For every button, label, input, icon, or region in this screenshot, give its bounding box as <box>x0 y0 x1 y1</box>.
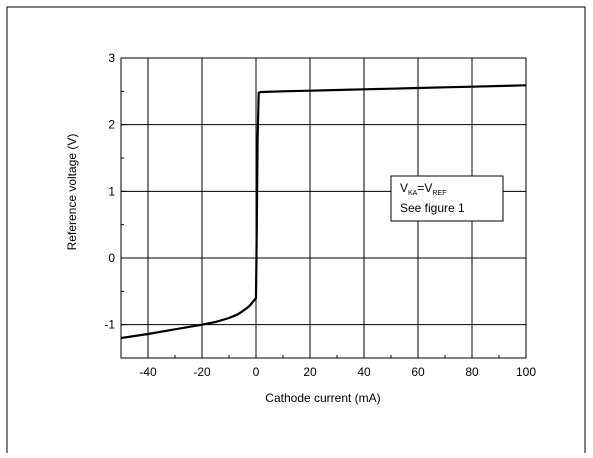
x-tick-label: -20 <box>193 365 211 379</box>
x-tick-label: 60 <box>411 365 425 379</box>
annotation-line-1: VKA=VREF <box>400 181 446 197</box>
y-tick-label: 2 <box>108 118 115 132</box>
axis-ticks: -40 -20 0 20 40 60 80 100 -1 0 1 2 3 <box>104 51 536 379</box>
plot-area-frame <box>120 57 527 359</box>
series-layer <box>120 84 527 340</box>
x-tick-label: 20 <box>303 365 317 379</box>
x-axis-label: Cathode current (mA) <box>265 391 380 405</box>
x-tick-label: 100 <box>516 365 536 379</box>
annotation-line-2: See figure 1 <box>400 201 465 215</box>
y-tick-label: 0 <box>108 251 115 265</box>
y-tick-label: 1 <box>108 184 115 198</box>
annotation-box: VKA=VREF See figure 1 <box>390 175 504 222</box>
x-tick-label: 80 <box>465 365 479 379</box>
x-tick-label: 0 <box>253 365 260 379</box>
y-tick-label: 3 <box>108 51 115 65</box>
x-tick-label: 40 <box>357 365 371 379</box>
y-tick-label: -1 <box>104 318 115 332</box>
x-tick-label: -40 <box>139 365 157 379</box>
figure-border <box>6 6 586 453</box>
y-axis-label: Reference voltage (V) <box>65 134 79 251</box>
series-line <box>120 84 527 340</box>
